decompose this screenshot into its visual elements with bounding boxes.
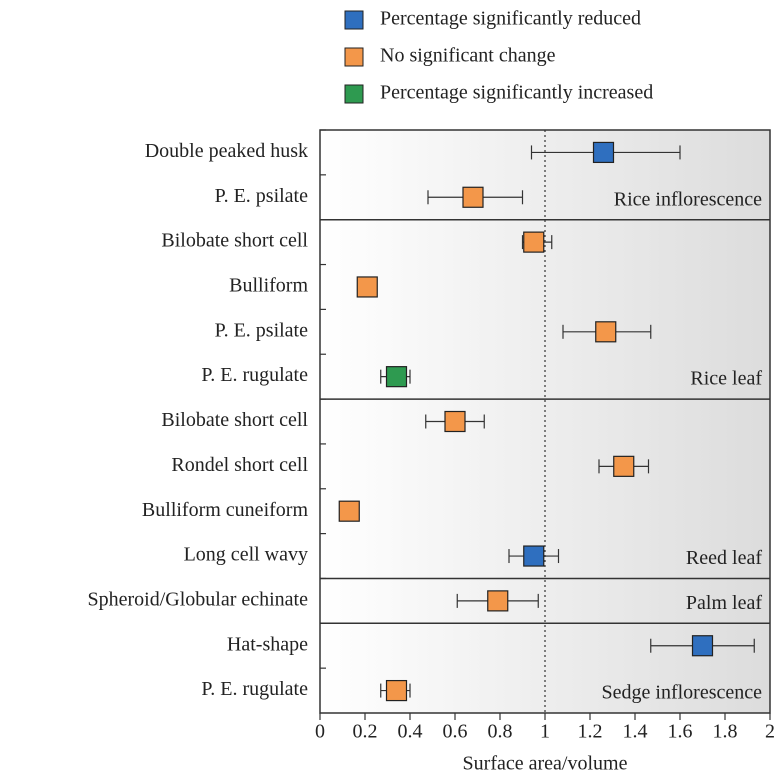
group-label: Reed leaf <box>686 547 762 569</box>
row-label: Hat-shape <box>227 633 308 655</box>
x-tick-label: 1.2 <box>578 721 603 743</box>
legend-label: Percentage significantly increased <box>380 82 653 104</box>
x-tick-label: 0 <box>315 721 325 743</box>
row-label: Bilobate short cell <box>161 230 308 252</box>
row-label: Spheroid/Globular echinate <box>88 588 309 610</box>
marker <box>356 276 378 298</box>
group-label: Palm leaf <box>686 592 762 614</box>
row-label: Rondel short cell <box>171 454 308 476</box>
row-label: P. E. rugulate <box>201 364 308 386</box>
x-tick-label: 0.4 <box>398 721 423 743</box>
x-axis-label: Surface area/volume <box>463 753 628 775</box>
legend-swatch <box>344 10 364 30</box>
marker <box>385 366 408 388</box>
row-label: P. E. rugulate <box>201 678 308 700</box>
row-label: P. E. psilate <box>215 319 308 341</box>
row-label: Long cell wavy <box>184 544 308 566</box>
row-label: Bulliform cuneiform <box>142 499 309 521</box>
row-label: Double peaked husk <box>145 140 308 162</box>
marker <box>595 321 617 343</box>
legend-label: No significant change <box>380 45 556 67</box>
x-tick-label: 0.6 <box>443 721 468 743</box>
marker <box>523 545 545 567</box>
x-tick-label: 1.8 <box>713 721 738 743</box>
row-label: Bilobate short cell <box>161 409 308 431</box>
x-tick-label: 1.6 <box>668 721 693 743</box>
legend-swatch <box>344 47 364 67</box>
x-tick-label: 2 <box>765 721 775 743</box>
x-tick-label: 0.8 <box>488 721 513 743</box>
marker <box>613 455 635 477</box>
group-label: Sedge inflorescence <box>602 682 763 704</box>
legend-label: Percentage significantly reduced <box>380 8 641 30</box>
marker <box>462 186 484 208</box>
marker <box>338 500 360 522</box>
marker <box>487 590 509 612</box>
marker <box>691 635 714 657</box>
marker <box>592 141 615 164</box>
row-label: Bulliform <box>229 275 308 297</box>
row-label: P. E. psilate <box>215 185 308 207</box>
group-label: Rice leaf <box>690 368 762 390</box>
group-label: Rice inflorescence <box>614 188 762 210</box>
x-tick-label: 1.4 <box>623 721 648 743</box>
marker <box>523 231 545 253</box>
marker <box>385 679 408 702</box>
marker <box>444 410 466 433</box>
x-tick-label: 1 <box>540 721 550 743</box>
x-tick-label: 0.2 <box>353 721 378 743</box>
legend-swatch <box>344 84 364 104</box>
